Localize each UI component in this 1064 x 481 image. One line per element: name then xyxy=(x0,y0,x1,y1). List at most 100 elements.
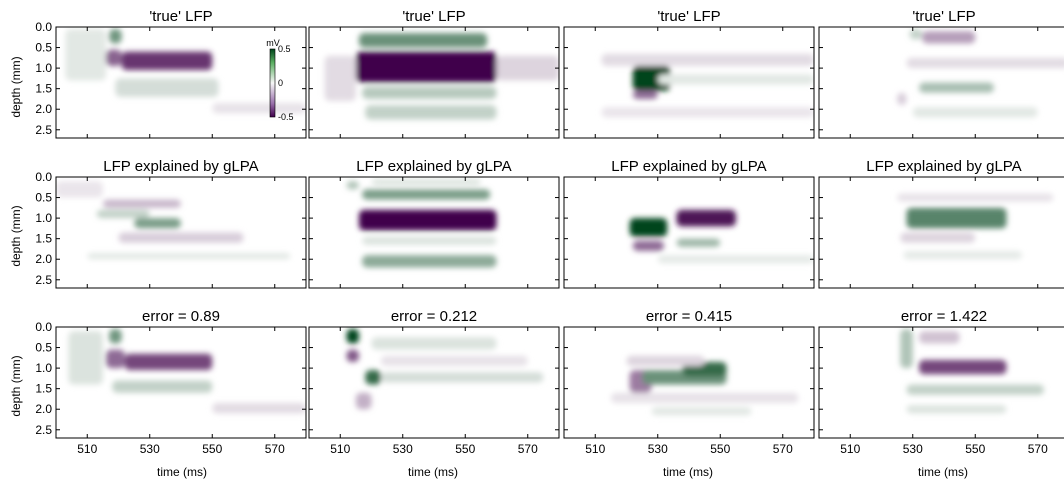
panel-frame xyxy=(818,326,1064,439)
xtick-label: 550 xyxy=(965,442,985,456)
panel-title: 'true' LFP xyxy=(912,8,975,25)
heatmap-blob-5 xyxy=(651,407,752,416)
panel-r1-c1: LFP explained by gLPA xyxy=(308,158,560,289)
ytick-label: 2.5 xyxy=(35,273,52,287)
heatmap-field xyxy=(897,29,1064,118)
panels-layer: 'true' LFP 0.0 0.5 1.0 1.5 2.0 2.5 'true' LFP 't… xyxy=(35,8,1064,456)
xtick-label: 510 xyxy=(585,442,605,456)
panel-r2-c2: error = 0.415 510 530 550 570 xyxy=(563,308,815,456)
ylabel-row-2: depth (mm) xyxy=(9,355,23,416)
panel-title: 'true' LFP xyxy=(149,8,212,25)
xtick-label: 510 xyxy=(840,442,860,456)
heatmap-field xyxy=(56,181,291,260)
ytick-label: 0.0 xyxy=(35,20,52,34)
heatmap-field xyxy=(346,179,497,268)
heatmap-field xyxy=(610,355,799,416)
heatmap-blob-1 xyxy=(919,359,1007,375)
heatmap-blob-0 xyxy=(102,199,181,208)
heatmap-field xyxy=(346,329,544,410)
panel-frame xyxy=(55,176,307,289)
xtick-label: 570 xyxy=(1028,442,1048,456)
xlabels-layer: time (ms) time (ms) time (ms) time (ms) xyxy=(157,465,968,479)
heatmap-blob-0 xyxy=(359,33,488,48)
heatmap-blob-5 xyxy=(212,103,306,114)
ytick-label: 0.5 xyxy=(35,341,52,355)
heatmap-blob-4 xyxy=(65,29,106,81)
heatmap-blob-0 xyxy=(906,207,1007,229)
panel-title: LFP explained by gLPA xyxy=(103,158,258,175)
heatmap-blob-3 xyxy=(626,355,705,367)
heatmap-blob-1 xyxy=(359,209,497,231)
ytick-label: 2.0 xyxy=(35,402,52,416)
ytick-label: 1.0 xyxy=(35,61,52,75)
heatmap-field xyxy=(900,329,1044,414)
heatmap-blob-1 xyxy=(632,90,658,99)
heatmap-blob-2 xyxy=(124,353,213,371)
panel-title: error = 1.422 xyxy=(901,308,987,325)
panel-frame xyxy=(55,326,307,439)
heatmap-blob-3 xyxy=(906,57,1064,69)
ylabel-row-1: depth (mm) xyxy=(9,205,23,266)
panel-r0-c0: 'true' LFP 0.0 0.5 1.0 1.5 2.0 2.5 xyxy=(35,8,307,139)
colorbar-label: mV xyxy=(266,38,280,48)
ytick-label: 1.5 xyxy=(35,232,52,246)
heatmap-blob-2 xyxy=(897,193,1054,202)
heatmap-blob-3 xyxy=(676,238,721,247)
heatmap-blob-5 xyxy=(212,403,306,414)
heatmap-blob-5 xyxy=(380,372,544,383)
heatmap-blob-4 xyxy=(87,253,291,260)
heatmap-blob-2 xyxy=(919,82,994,93)
panel-title: error = 0.89 xyxy=(142,308,220,325)
xlabel-col-3: time (ms) xyxy=(918,465,968,479)
ytick-label: 1.5 xyxy=(35,382,52,396)
panel-r2-c0: error = 0.89 0.0 0.5 1.0 1.5 2.0 2.5 510 530 550 5… xyxy=(35,308,307,456)
panel-frame xyxy=(818,176,1064,289)
xtick-label: 570 xyxy=(773,442,793,456)
xtick-label: 530 xyxy=(393,442,413,456)
panel-frame xyxy=(563,326,815,439)
heatmap-blob-0 xyxy=(922,31,976,44)
heatmap-blob-5 xyxy=(912,107,1038,118)
colorbar: mV 0.5 0 -0.5 xyxy=(266,38,293,122)
heatmap-blob-0 xyxy=(109,29,122,44)
panel-r2-c3: error = 1.422 510 530 550 570 xyxy=(818,308,1064,456)
ytick-label: 0.5 xyxy=(35,191,52,205)
xtick-label: 550 xyxy=(455,442,475,456)
panel-title: error = 0.415 xyxy=(646,308,732,325)
heatmap-blob-3 xyxy=(903,251,1023,260)
panel-title: 'true' LFP xyxy=(402,8,465,25)
xtick-label: 550 xyxy=(710,442,730,456)
heatmap-blob-6 xyxy=(380,355,528,367)
ytick-label: 2.5 xyxy=(35,123,52,137)
panel-frame xyxy=(55,26,307,139)
heatmap-blob-5 xyxy=(56,181,103,198)
xtick-label: 530 xyxy=(903,442,923,456)
panel-r1-c2: LFP explained by gLPA xyxy=(563,158,815,289)
heatmap-blob-0 xyxy=(632,66,671,91)
panel-r1-c0: LFP explained by gLPA 0.0 0.5 1.0 1.5 2.0 2.5 xyxy=(35,158,307,289)
heatmap-blob-3 xyxy=(362,236,497,245)
heatmap-blob-4 xyxy=(610,392,799,404)
panel-r0-c1: 'true' LFP xyxy=(308,8,560,139)
heatmap-blob-0 xyxy=(629,218,668,237)
heatmap-blob-0 xyxy=(109,329,122,344)
heatmap-blob-1 xyxy=(134,218,181,229)
heatmap-blob-4 xyxy=(324,55,356,101)
panel-title: 'true' LFP xyxy=(657,8,720,25)
xtick-label: 530 xyxy=(140,442,160,456)
heatmap-blob-2 xyxy=(365,370,381,385)
heatmap-blob-2 xyxy=(362,86,497,99)
ytick-label: 1.0 xyxy=(35,211,52,225)
panel-frame xyxy=(563,176,815,289)
panel-frame xyxy=(308,26,560,139)
heatmap-blob-3 xyxy=(118,232,244,243)
xtick-label: 550 xyxy=(202,442,222,456)
heatmap-blob-2 xyxy=(362,255,497,268)
heatmap-blob-1 xyxy=(632,240,664,251)
xtick-label: 570 xyxy=(265,442,285,456)
heatmap-blob-1 xyxy=(909,29,923,40)
xtick-label: 510 xyxy=(77,442,97,456)
panel-title: error = 0.212 xyxy=(391,308,477,325)
heatmap-field xyxy=(65,29,306,114)
